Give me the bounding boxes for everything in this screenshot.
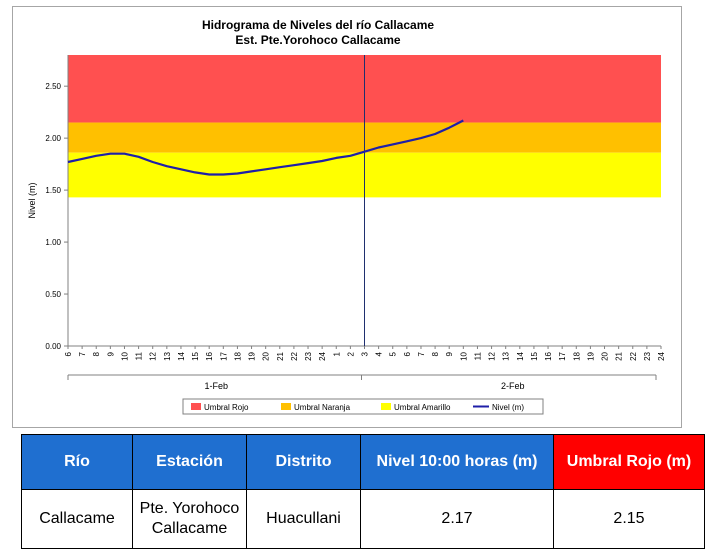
x-tick-label: 18 <box>572 351 581 360</box>
legend-swatch <box>381 403 391 410</box>
hydrograph-chart: Hidrograma de Niveles del río CallacameE… <box>27 18 666 415</box>
x-tick-label: 6 <box>403 351 412 356</box>
header-nivel: Nivel 10:00 horas (m) <box>360 434 554 490</box>
x-tick-label: 7 <box>417 351 426 356</box>
date-label-day2: 2-Feb <box>501 381 525 391</box>
y-tick-label: 1.50 <box>45 186 61 195</box>
x-tick-label: 18 <box>233 351 242 360</box>
x-tick-label: 6 <box>64 351 73 356</box>
x-tick-label: 2 <box>346 351 355 356</box>
x-tick-label: 4 <box>375 351 384 356</box>
x-tick-label: 19 <box>586 351 595 360</box>
x-tick-label: 16 <box>205 351 214 360</box>
y-tick-label: 1.00 <box>45 238 61 247</box>
x-tick-label: 14 <box>516 351 525 360</box>
x-tick-label: 24 <box>318 351 327 360</box>
cell-nivel: 2.17 <box>360 489 554 549</box>
chart-subtitle: Est. Pte.Yorohoco Callacame <box>235 33 400 47</box>
x-tick-label: 12 <box>488 351 497 360</box>
legend-label: Umbral Amarillo <box>394 403 451 412</box>
x-tick-label: 24 <box>657 351 666 360</box>
y-tick-label: 2.50 <box>45 82 61 91</box>
x-tick-label: 22 <box>290 351 299 360</box>
x-tick-label: 17 <box>558 351 567 360</box>
x-tick-label: 20 <box>262 351 271 360</box>
x-tick-label: 10 <box>120 351 129 360</box>
x-tick-label: 11 <box>473 351 482 360</box>
x-tick-label: 5 <box>389 351 398 356</box>
x-tick-label: 19 <box>248 351 257 360</box>
river-level-table: Río Estación Distrito Nivel 10:00 horas … <box>21 434 705 549</box>
x-tick-label: 9 <box>106 351 115 356</box>
legend-label: Nivel (m) <box>492 403 524 412</box>
x-tick-label: 10 <box>459 351 468 360</box>
series-line-nivel <box>67 119 464 176</box>
chart-frame: Hidrograma de Niveles del río Callacame E… <box>12 6 682 428</box>
x-tick-label: 8 <box>92 351 101 356</box>
x-tick-label: 13 <box>502 351 511 360</box>
y-tick-label: 0.50 <box>45 290 61 299</box>
cell-umbral-rojo: 2.15 <box>553 489 705 549</box>
x-tick-label: 22 <box>629 351 638 360</box>
header-rio: Río <box>21 434 133 490</box>
x-tick-label: 7 <box>78 351 87 356</box>
table-row: Callacame Pte. Yorohoco Callacame Huacul… <box>21 489 705 549</box>
x-tick-label: 1 <box>332 351 341 356</box>
header-umbral-rojo: Umbral Rojo (m) <box>553 434 705 490</box>
cell-rio: Callacame <box>21 489 133 549</box>
y-tick-label: 0.00 <box>45 342 61 351</box>
chart-title: Hidrograma de Niveles del río Callacame <box>202 18 434 32</box>
legend-swatch <box>281 403 291 410</box>
x-tick-label: 3 <box>361 351 370 356</box>
legend-label: Umbral Naranja <box>294 403 351 412</box>
x-tick-label: 21 <box>276 351 285 360</box>
cell-distrito: Huacullani <box>246 489 361 549</box>
y-tick-label: 2.00 <box>45 134 61 143</box>
legend-label: Umbral Rojo <box>204 403 249 412</box>
header-estacion: Estación <box>132 434 247 490</box>
x-tick-label: 12 <box>149 351 158 360</box>
x-tick-label: 23 <box>304 351 313 360</box>
y-axis-label: Nivel (m) <box>27 183 37 219</box>
date-label-day1: 1-Feb <box>204 381 228 391</box>
legend-box <box>182 398 544 415</box>
x-tick-label: 16 <box>544 351 553 360</box>
x-tick-label: 14 <box>177 351 186 360</box>
x-tick-label: 11 <box>135 351 144 360</box>
x-tick-label: 9 <box>445 351 454 356</box>
table-header-row: Río Estación Distrito Nivel 10:00 horas … <box>21 434 705 490</box>
x-tick-label: 13 <box>163 351 172 360</box>
cell-estacion: Pte. Yorohoco Callacame <box>132 489 247 549</box>
x-tick-label: 15 <box>530 351 539 360</box>
x-tick-label: 15 <box>191 351 200 360</box>
x-tick-label: 21 <box>615 351 624 360</box>
x-tick-label: 8 <box>431 351 440 356</box>
x-tick-label: 23 <box>643 351 652 360</box>
legend-swatch <box>191 403 201 410</box>
x-tick-label: 20 <box>601 351 610 360</box>
x-tick-label: 17 <box>219 351 228 360</box>
header-distrito: Distrito <box>246 434 361 490</box>
